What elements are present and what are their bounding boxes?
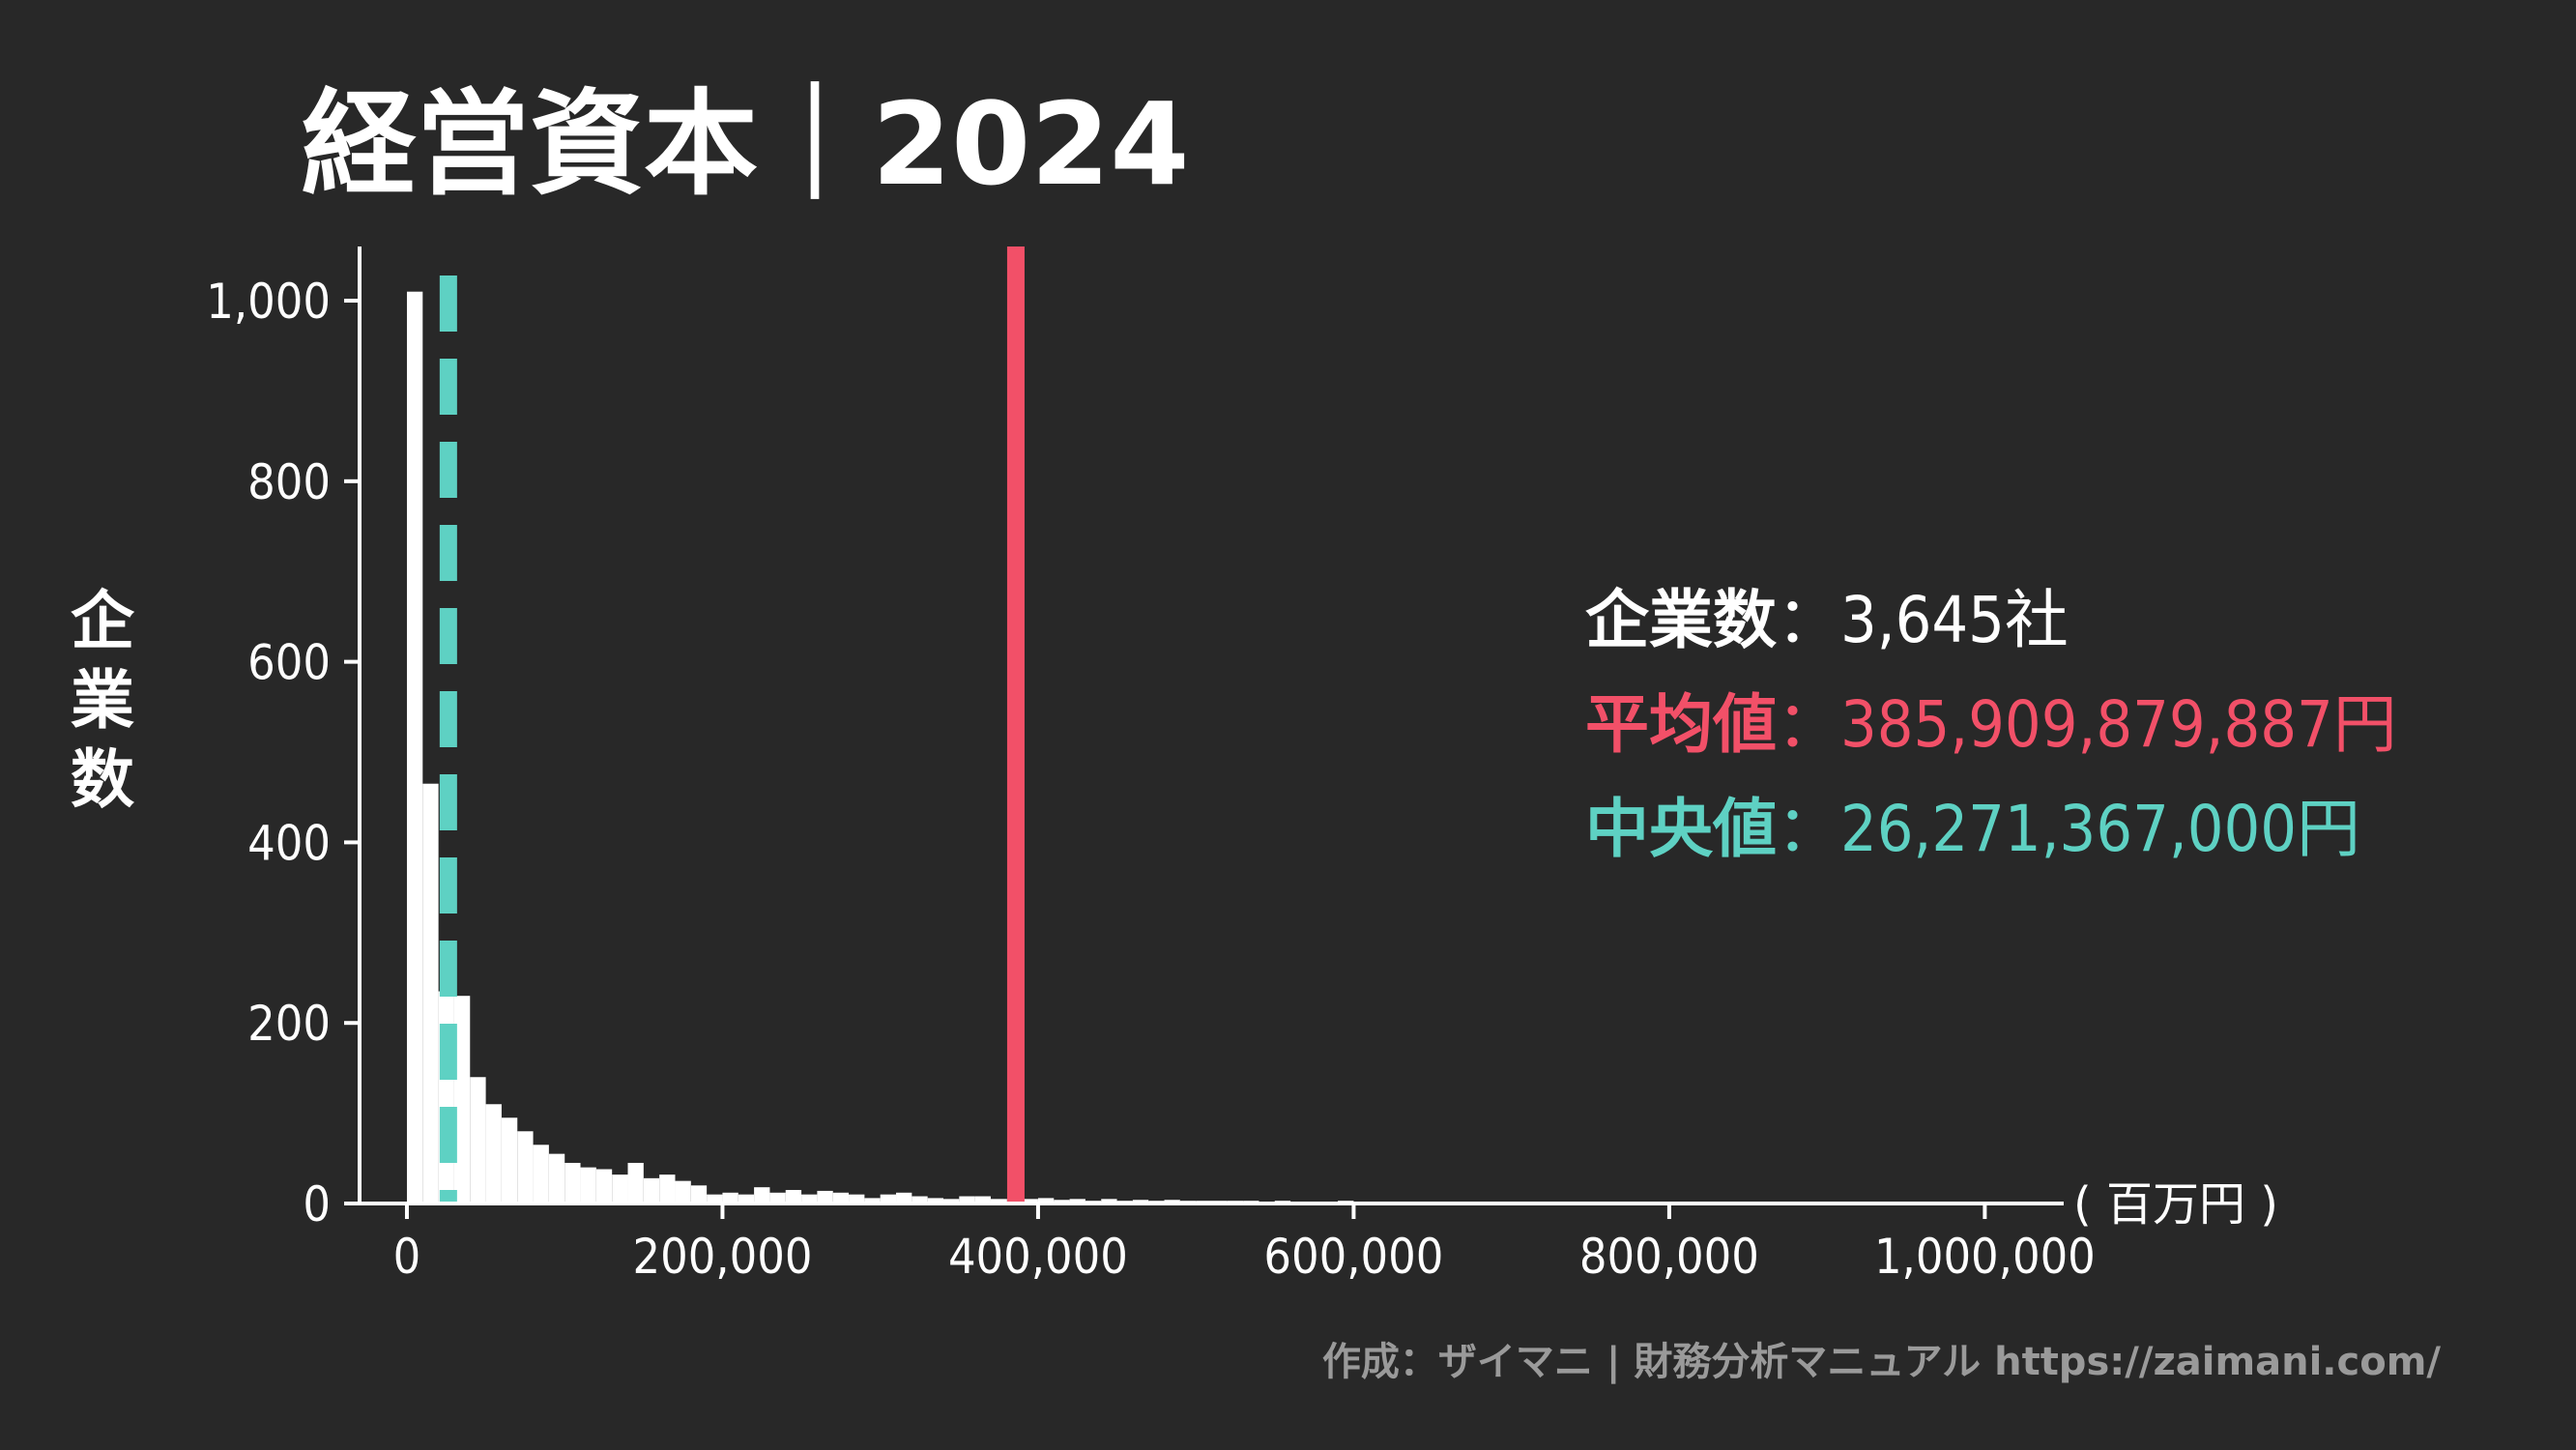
histogram-bar [501,1117,518,1204]
stat-mean-value: 385,909,879,887円 [1840,687,2397,762]
y-tick-label: 800 [247,454,331,510]
x-axis-unit: ( 百万円 ) [2073,1177,2278,1232]
histogram-bar [990,1199,1007,1204]
x-tick-label: 1,000,000 [1874,1229,2096,1285]
histogram-bar [864,1198,881,1204]
histogram-bar [485,1104,502,1204]
histogram-bar [912,1196,928,1204]
stat-median: 中央値：26,271,367,000円 [1585,792,2360,866]
histogram-bar [974,1196,991,1204]
histogram-bar [438,991,454,1204]
stats-box: 企業数：3,645社 平均値：385,909,879,887円 中央値：26,2… [1585,583,2397,866]
histogram-bar [406,291,423,1204]
y-ticks-group: 0 200 400 600 800 1,000 [206,274,360,1232]
histogram-bar [832,1192,850,1204]
stat-count: 企業数：3,645社 [1585,583,2069,657]
histogram-bar [422,783,439,1204]
histogram-bar [659,1174,676,1204]
histogram-bar [453,996,471,1204]
histogram-bar [880,1194,897,1204]
y-axis-label-char: 数 [71,742,134,817]
histogram-bar [849,1194,865,1204]
histogram-bar [722,1192,738,1204]
histogram-bar [533,1145,549,1204]
histogram-bar [1022,1199,1038,1204]
histogram-bar [801,1194,818,1204]
histogram-bar [707,1194,723,1204]
x-tick-label: 400,000 [948,1229,1128,1285]
stat-mean-separator: ： [1777,687,1840,762]
histogram-bar [738,1194,755,1204]
credit-text: 作成：ザイマニ | 財務分析マニュアル https://zaimani.com/ [1322,1340,2441,1385]
histogram-bar [817,1190,833,1204]
stat-count-value: 3,645社 [1840,583,2069,657]
y-axis-label-char: 企 [71,584,135,658]
histogram-bar [1037,1198,1055,1204]
histogram-bar [580,1167,596,1204]
y-tick-label: 200 [247,996,331,1052]
histogram-bar [470,1077,486,1204]
histogram-bar [959,1196,975,1204]
y-axis-label: 企業数 [71,584,135,817]
y-tick-label: 600 [247,635,331,691]
stat-count-separator: ： [1777,583,1840,657]
stat-median-label: 中央値 [1585,792,1777,866]
x-ticks-group: 0 200,000 400,000 600,000 800,000 1,000,000 [393,1204,2096,1285]
histogram-bar [612,1174,628,1204]
histogram-bar [643,1177,660,1204]
stat-median-value: 26,271,367,000円 [1840,792,2360,866]
histogram-bar [927,1198,943,1204]
histogram-bar [1101,1199,1117,1204]
chart-title: 経営資本｜2024 [302,77,1189,211]
stat-mean: 平均値：385,909,879,887円 [1585,687,2397,762]
reference-lines [439,246,1025,1204]
x-tick-label: 600,000 [1263,1229,1443,1285]
histogram-bar [942,1199,960,1204]
stat-count-label: 企業数 [1585,583,1777,657]
histogram-bar [1069,1199,1085,1204]
histogram-bar [896,1192,912,1204]
histogram-bar [548,1153,565,1204]
histogram-bar [517,1131,534,1204]
stat-median-separator: ： [1777,792,1840,866]
histogram-bar [690,1185,708,1204]
histogram-bar [754,1187,770,1204]
histogram-bar [627,1162,644,1204]
x-tick-label: 800,000 [1579,1229,1759,1285]
y-tick-label: 0 [303,1176,331,1232]
histogram-bar [564,1162,581,1204]
histogram-bar [595,1169,613,1204]
histogram-bar [675,1180,691,1204]
y-axis-label-char: 業 [71,663,134,738]
stat-mean-label: 平均値 [1585,687,1777,762]
axes-group [358,246,2064,1205]
y-tick-label: 1,000 [206,274,331,330]
histogram-bar [769,1192,786,1204]
x-tick-label: 200,000 [632,1229,812,1285]
y-tick-label: 400 [247,815,331,871]
x-tick-label: 0 [393,1229,421,1285]
histogram-bar [785,1189,802,1204]
bars-group [406,291,1985,1204]
